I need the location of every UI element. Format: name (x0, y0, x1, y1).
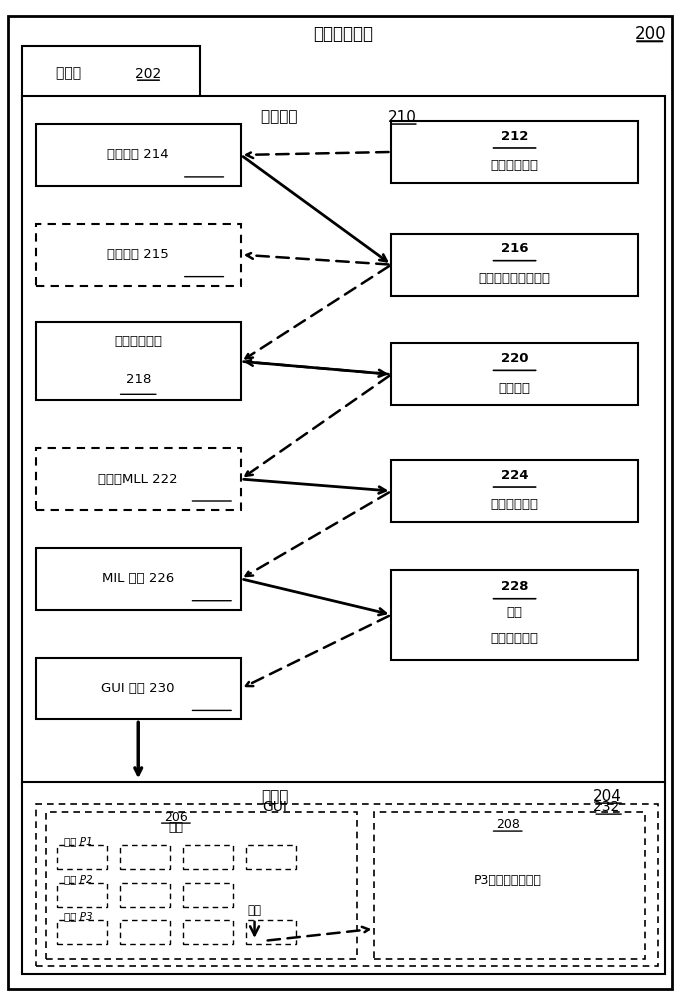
Text: 212: 212 (501, 130, 528, 143)
FancyBboxPatch shape (36, 658, 241, 719)
FancyBboxPatch shape (392, 121, 638, 183)
FancyBboxPatch shape (58, 883, 106, 907)
Text: 特征提取模块: 特征提取模块 (114, 335, 162, 348)
Text: P3整个载玻片热图: P3整个载玻片热图 (474, 874, 541, 887)
FancyBboxPatch shape (8, 16, 672, 989)
Text: （预测能力）: （预测能力） (491, 632, 539, 645)
Text: 特征向量权重: 特征向量权重 (491, 498, 539, 511)
Text: 数值: 数值 (506, 606, 523, 619)
FancyBboxPatch shape (58, 845, 106, 869)
Text: 224: 224 (501, 469, 528, 482)
Text: 用标签标记的块的包: 用标签标记的块的包 (479, 272, 550, 285)
Text: 患者 P1: 患者 P1 (65, 836, 93, 846)
FancyBboxPatch shape (392, 460, 638, 522)
FancyBboxPatch shape (22, 46, 200, 101)
Text: 注意力MLL 222: 注意力MLL 222 (98, 473, 178, 486)
Text: 202: 202 (135, 67, 161, 81)
Text: 带标签的图像: 带标签的图像 (491, 159, 539, 172)
FancyBboxPatch shape (392, 234, 638, 296)
Text: 显示器: 显示器 (261, 789, 289, 804)
Text: 228: 228 (501, 580, 528, 593)
Text: 图像分析系统: 图像分析系统 (313, 25, 374, 43)
FancyBboxPatch shape (392, 343, 638, 405)
Text: MIL 程序 226: MIL 程序 226 (102, 572, 174, 585)
Text: 选择: 选择 (247, 904, 262, 917)
Text: 208: 208 (496, 818, 519, 831)
FancyBboxPatch shape (22, 96, 665, 784)
Text: GUI: GUI (262, 800, 288, 814)
FancyBboxPatch shape (374, 812, 644, 959)
Text: 处理器: 处理器 (56, 67, 86, 81)
FancyBboxPatch shape (247, 845, 295, 869)
Text: 200: 200 (634, 25, 666, 43)
FancyBboxPatch shape (183, 883, 233, 907)
FancyBboxPatch shape (36, 322, 241, 400)
Text: 特征向量: 特征向量 (499, 382, 530, 395)
Text: 患者 P2: 患者 P2 (65, 874, 93, 884)
FancyBboxPatch shape (36, 548, 241, 610)
FancyBboxPatch shape (36, 448, 241, 510)
Text: 232: 232 (594, 800, 620, 814)
Text: 210: 210 (388, 110, 417, 125)
Text: 采样模块 215: 采样模块 215 (107, 248, 169, 261)
FancyBboxPatch shape (183, 845, 233, 869)
FancyBboxPatch shape (36, 224, 241, 286)
Text: 患者 P3: 患者 P3 (65, 911, 93, 921)
FancyBboxPatch shape (120, 920, 170, 944)
Text: 拆分模块 214: 拆分模块 214 (107, 148, 169, 161)
Text: GUI 模块 230: GUI 模块 230 (102, 682, 175, 695)
FancyBboxPatch shape (22, 782, 665, 974)
FancyBboxPatch shape (247, 920, 295, 944)
Text: 存储介质: 存储介质 (261, 110, 303, 125)
FancyBboxPatch shape (46, 812, 357, 959)
Text: 204: 204 (594, 789, 622, 804)
Text: 216: 216 (501, 242, 528, 255)
FancyBboxPatch shape (392, 570, 638, 660)
FancyBboxPatch shape (120, 883, 170, 907)
Text: 206: 206 (164, 811, 188, 824)
FancyBboxPatch shape (36, 124, 241, 186)
Text: 块库: 块库 (168, 821, 183, 834)
FancyBboxPatch shape (120, 845, 170, 869)
Text: 220: 220 (501, 352, 528, 365)
FancyBboxPatch shape (58, 920, 106, 944)
Text: 218: 218 (126, 373, 151, 386)
FancyBboxPatch shape (36, 804, 658, 966)
FancyBboxPatch shape (183, 920, 233, 944)
